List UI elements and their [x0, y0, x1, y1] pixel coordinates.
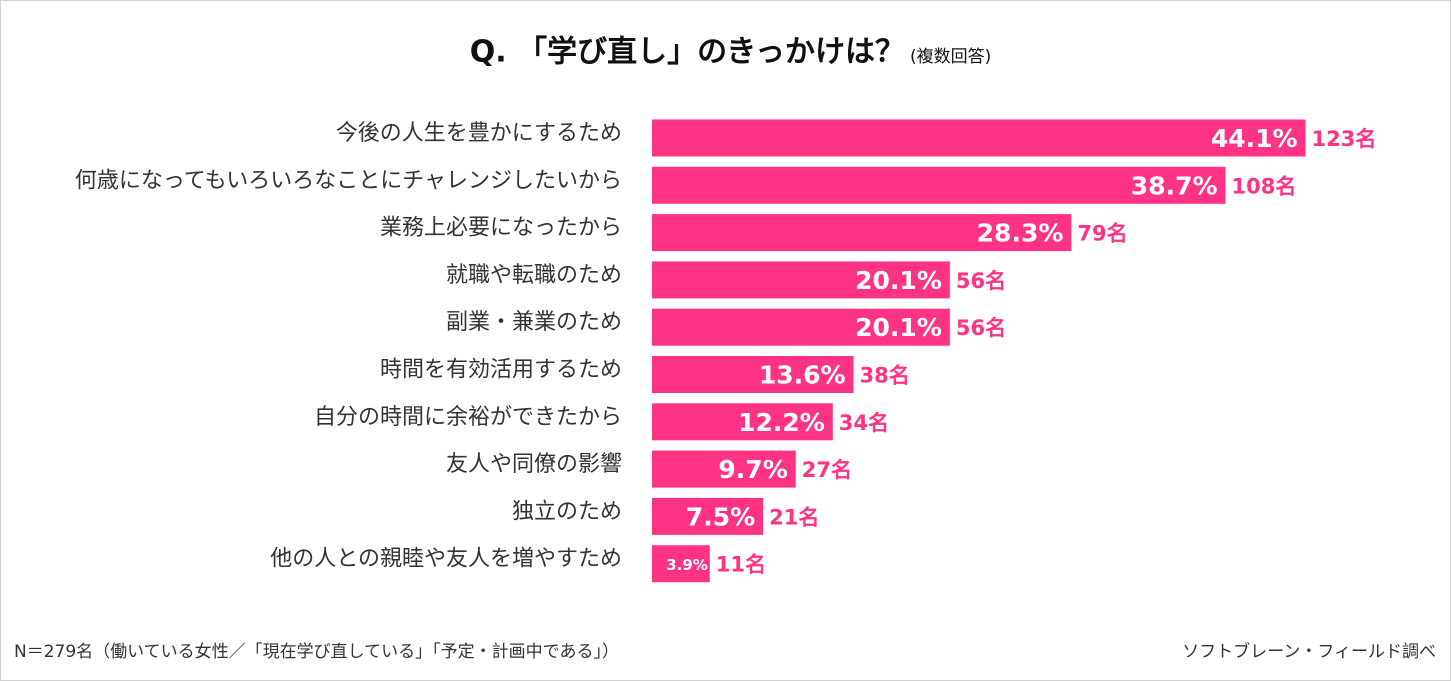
category-label: 他の人との親睦や友人を増やすため [270, 547, 622, 572]
bar [652, 497, 764, 535]
count-label: 38名 [860, 364, 910, 388]
value-label: 44.1% [1211, 124, 1298, 153]
value-label: 20.1% [855, 313, 942, 342]
bar [652, 450, 796, 488]
count-label: 21名 [769, 505, 819, 529]
source: ソフトブレーン・フィールド調べ [1182, 641, 1436, 662]
bar [652, 166, 1226, 204]
value-label: 9.7% [718, 455, 787, 484]
category-label: 自分の時間に余裕ができたから [314, 405, 622, 430]
count-label: 27名 [802, 458, 852, 482]
category-label: 友人や同僚の影響 [446, 452, 622, 477]
bar [652, 356, 854, 393]
value-label: 28.3% [977, 219, 1064, 248]
value-label: 13.6% [759, 361, 846, 390]
count-label: 79名 [1077, 222, 1127, 246]
category-label: 就職や転職のため [446, 263, 622, 288]
value-label: 7.5% [686, 502, 755, 531]
count-label: 123名 [1312, 127, 1377, 151]
category-label: 今後の人生を豊かにするため [336, 121, 622, 146]
category-label: 副業・兼業のため [446, 310, 622, 335]
count-label: 34名 [839, 411, 889, 435]
category-label: 時間を有効活用するため [380, 358, 622, 383]
value-label: 3.9% [666, 556, 708, 574]
note: N＝279名（働いている女性／「現在学び直している」「予定・計画中である」） [14, 642, 619, 662]
chart-title: Q. 「学び直し」のきっかけは？ [470, 35, 905, 70]
value-label: 20.1% [855, 266, 942, 295]
chart-subtitle: (複数回答) [910, 47, 991, 67]
bar [652, 261, 950, 299]
bar [652, 545, 710, 583]
count-label: 11名 [716, 553, 766, 577]
count-label: 56名 [956, 269, 1006, 293]
value-label: 12.2% [738, 408, 825, 437]
bar [652, 308, 950, 346]
bar [652, 214, 1072, 252]
count-label: 56名 [956, 316, 1006, 340]
category-label: 独立のため [512, 499, 622, 524]
bar [652, 119, 1306, 157]
category-label: 何歳になってもいろいろなことにチャレンジしたいから [75, 168, 622, 193]
category-label: 業務上必要になったから [380, 216, 622, 241]
bar [652, 403, 833, 441]
count-label: 108名 [1232, 174, 1297, 198]
value-label: 38.7% [1131, 171, 1218, 200]
